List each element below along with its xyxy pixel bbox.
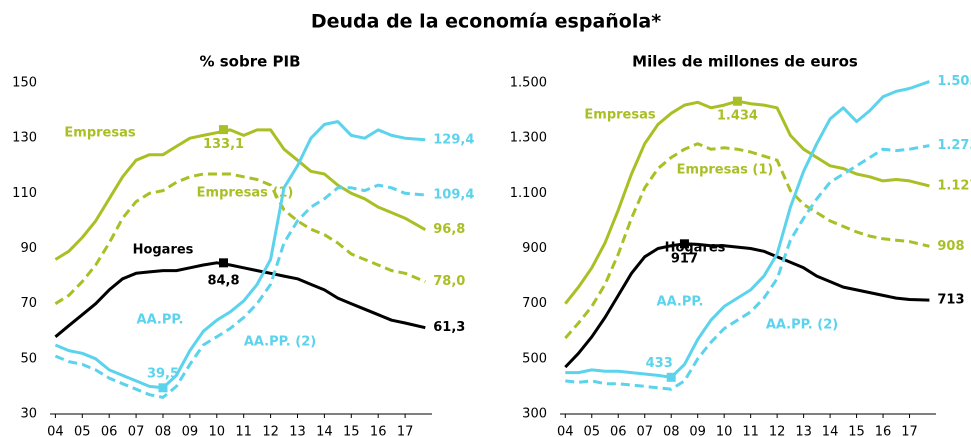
end-label: 61,3: [433, 320, 465, 335]
x-tick-label: 05: [74, 425, 91, 437]
y-tick-label: 300: [522, 407, 547, 422]
x-tick-label: 10: [716, 425, 733, 437]
highlight-label: 917: [671, 251, 698, 266]
series-line: [54, 172, 426, 305]
end-label: 129,4: [433, 132, 474, 147]
x-tick-label: 05: [584, 425, 601, 437]
x-tick-label: 15: [848, 425, 865, 437]
panel-title: % sobre PIB: [199, 53, 300, 71]
series-line: [54, 261, 426, 338]
x-tick-label: 06: [101, 425, 118, 437]
chart-title: Deuda de la economía española*: [311, 11, 661, 33]
x-tick-label: 15: [343, 425, 360, 437]
end-label: 908: [937, 239, 964, 254]
series-label: Hogares: [665, 241, 726, 256]
x-tick-label: 13: [289, 425, 306, 437]
y-tick-label: 30: [20, 407, 37, 422]
series-line: [54, 128, 427, 261]
series-line: [564, 99, 930, 305]
series-label: Empresas (1): [677, 163, 774, 178]
x-tick-label: 09: [689, 425, 706, 437]
x-tick-label: 17: [901, 425, 918, 437]
series-line: [54, 183, 426, 399]
x-tick-label: 09: [182, 425, 199, 437]
highlight-marker: [219, 125, 229, 135]
x-tick-label: 13: [795, 425, 812, 437]
series-label: AA.PP.: [137, 313, 184, 328]
highlight-marker: [666, 372, 676, 382]
x-tick-label: 07: [128, 425, 145, 437]
end-label: 109,4: [433, 187, 474, 202]
highlight-marker: [158, 383, 168, 393]
x-tick-label: 08: [663, 425, 680, 437]
y-tick-label: 1.100: [510, 186, 547, 201]
panel-title: Miles de millones de euros: [632, 53, 858, 71]
x-tick-label: 07: [636, 425, 653, 437]
end-label: 1.273: [937, 138, 971, 153]
highlight-label: 39,5: [147, 366, 179, 381]
x-tick-label: 12: [769, 425, 786, 437]
y-tick-label: 90: [20, 241, 37, 256]
highlight-label: 133,1: [203, 137, 244, 152]
x-tick-label: 12: [262, 425, 279, 437]
x-tick-label: 11: [742, 425, 759, 437]
y-tick-label: 110: [12, 186, 37, 201]
y-tick-label: 500: [522, 351, 547, 366]
highlight-label: 433: [646, 356, 673, 371]
y-tick-label: 900: [522, 241, 547, 256]
y-tick-label: 150: [12, 76, 37, 91]
x-tick-label: 04: [47, 425, 64, 437]
highlight-label: 84,8: [207, 273, 239, 288]
series-label: AA.PP.: [657, 295, 704, 310]
highlight-marker: [732, 96, 742, 106]
x-tick-label: 04: [557, 425, 574, 437]
series-label: Empresas: [584, 108, 655, 123]
series-label: AA.PP. (2): [766, 318, 838, 333]
y-tick-label: 50: [20, 351, 37, 366]
y-tick-label: 1.500: [510, 76, 547, 91]
x-tick-label: 14: [316, 425, 333, 437]
series-label: AA.PP. (2): [244, 335, 316, 350]
x-tick-label: 14: [822, 425, 839, 437]
x-tick-label: 06: [610, 425, 627, 437]
series-line: [564, 142, 930, 340]
x-tick-label: 08: [155, 425, 172, 437]
y-tick-label: 700: [522, 296, 547, 311]
series-label: Hogares: [133, 243, 194, 258]
x-tick-label: 11: [235, 425, 252, 437]
end-label: 713: [937, 293, 964, 308]
end-label: 78,0: [433, 274, 465, 289]
end-label: 96,8: [433, 222, 465, 237]
x-tick-label: 17: [397, 425, 414, 437]
end-label: 1.127: [937, 178, 971, 193]
series-line: [564, 242, 930, 369]
highlight-marker: [219, 258, 229, 268]
x-tick-label: 16: [370, 425, 387, 437]
series-line: [54, 120, 426, 390]
series-line: [565, 144, 930, 391]
y-tick-label: 130: [12, 131, 37, 146]
x-tick-label: 10: [209, 425, 226, 437]
highlight-label: 1.434: [717, 109, 758, 124]
series-label: Empresas: [64, 126, 135, 141]
y-tick-label: 1.300: [510, 131, 547, 146]
series-line: [565, 80, 930, 379]
series-label: Empresas (1): [197, 186, 294, 201]
x-tick-label: 16: [875, 425, 892, 437]
y-tick-label: 70: [20, 296, 37, 311]
highlight-marker: [679, 239, 689, 249]
end-label: 1.505: [937, 74, 971, 89]
